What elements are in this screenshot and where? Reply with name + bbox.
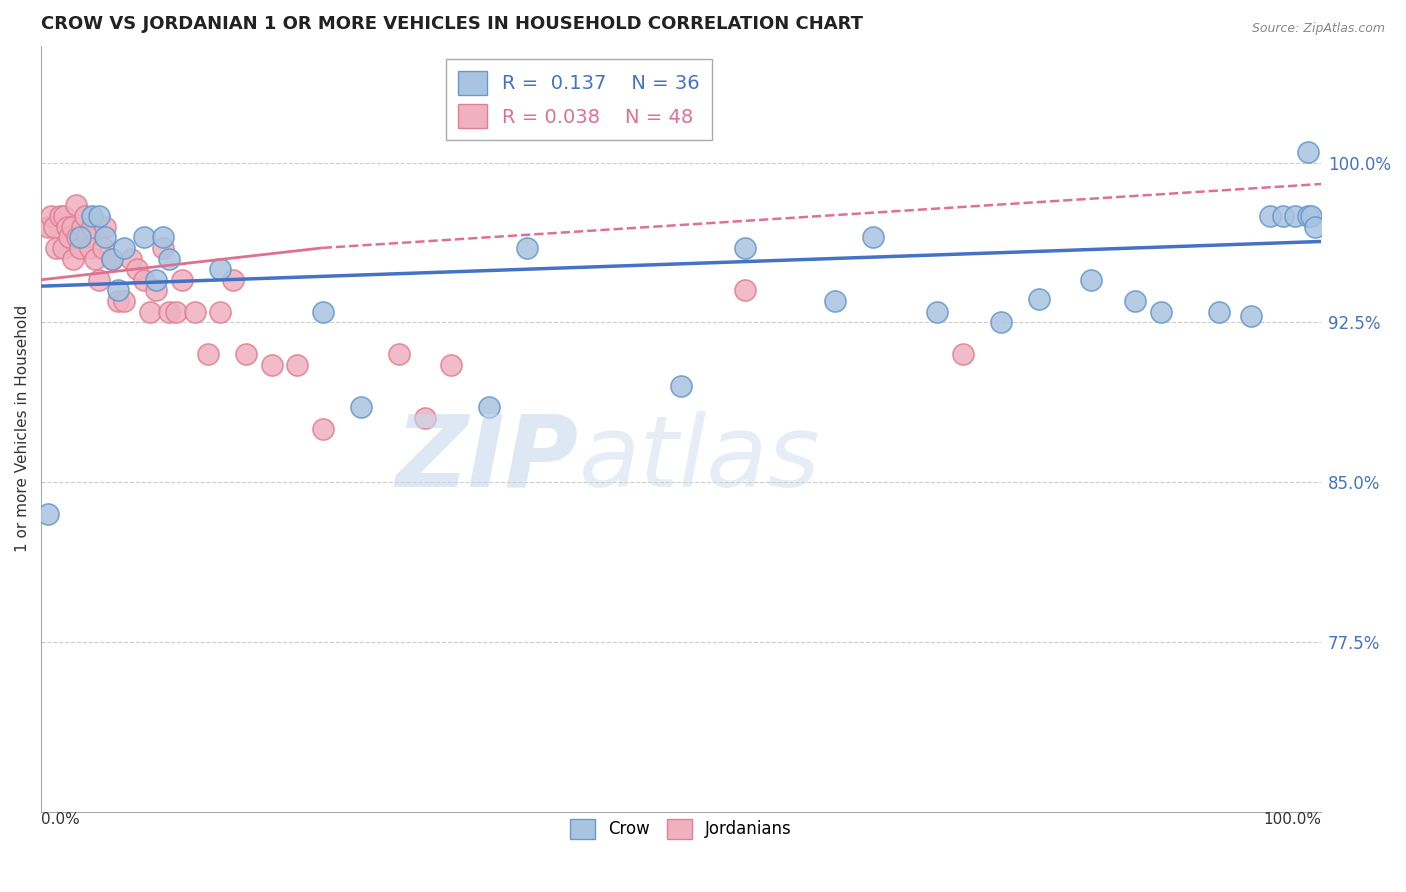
Point [107,294,129,309]
Point [52,241,75,255]
Point [157,304,180,318]
Point [260,358,283,372]
Point [69,230,91,244]
Point [312,422,335,436]
Point [139,304,162,318]
Legend: Crow, Jordanians: Crow, Jordanians [564,812,799,846]
Point [100,252,122,266]
Point [1303,219,1326,234]
Point [209,304,232,318]
Point [1296,209,1319,223]
Point [1299,209,1322,223]
Point [49,209,72,223]
Point [152,230,174,244]
Point [1271,209,1294,223]
Text: ZIP: ZIP [395,411,579,508]
Point [82,209,104,223]
Point [58,230,80,244]
Point [862,230,884,244]
Point [1080,273,1102,287]
Point [145,273,167,287]
Point [66,230,89,244]
Point [170,273,193,287]
Point [62,252,84,266]
Point [1028,292,1050,306]
Point [45,241,67,255]
Point [157,252,180,266]
Point [82,219,104,234]
Point [83,252,105,266]
Point [388,347,411,361]
Point [1150,304,1173,318]
Point [478,401,501,415]
Point [440,358,463,372]
Point [734,284,756,298]
Point [1284,209,1306,223]
Point [183,304,205,318]
Point [152,241,174,255]
Text: CROW VS JORDANIAN 1 OR MORE VEHICLES IN HOUSEHOLD CORRELATION CHART: CROW VS JORDANIAN 1 OR MORE VEHICLES IN … [41,15,863,33]
Point [42,219,65,234]
Point [1296,145,1319,159]
Point [76,230,98,244]
Point [165,304,187,318]
Point [350,401,373,415]
Point [990,315,1012,329]
Point [53,209,76,223]
Point [222,273,245,287]
Point [1125,294,1147,309]
Point [127,262,149,277]
Point [73,209,96,223]
Point [1258,209,1281,223]
Point [69,241,91,255]
Point [55,219,77,234]
Point [87,273,110,287]
Point [734,241,756,255]
Point [91,241,114,255]
Point [413,411,436,425]
Point [94,219,117,234]
Point [235,347,257,361]
Point [79,241,101,255]
Point [824,294,846,309]
Point [112,241,135,255]
Point [107,284,129,298]
Text: Source: ZipAtlas.com: Source: ZipAtlas.com [1251,22,1385,36]
Point [87,209,110,223]
Point [1240,309,1263,323]
Point [132,273,155,287]
Point [1208,304,1230,318]
Point [60,219,83,234]
Point [120,252,142,266]
Point [65,198,87,212]
Y-axis label: 1 or more Vehicles in Household: 1 or more Vehicles in Household [15,305,30,552]
Text: atlas: atlas [579,411,820,508]
Point [952,347,974,361]
Point [70,219,93,234]
Point [145,284,167,298]
Point [925,304,948,318]
Point [209,262,232,277]
Point [112,294,135,309]
Point [100,252,122,266]
Text: 100.0%: 100.0% [1263,812,1322,827]
Text: 0.0%: 0.0% [41,812,80,827]
Point [132,230,155,244]
Point [37,507,59,521]
Point [197,347,219,361]
Point [669,379,692,393]
Point [516,241,538,255]
Point [312,304,335,318]
Point [41,209,63,223]
Point [285,358,308,372]
Point [37,219,59,234]
Point [94,230,117,244]
